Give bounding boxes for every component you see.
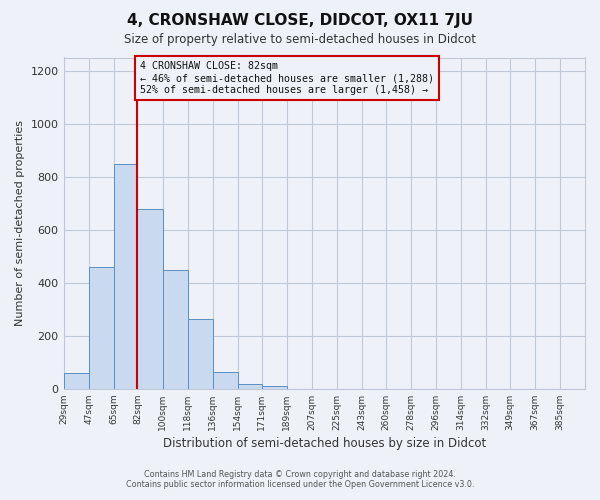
Bar xyxy=(137,208,163,389)
Bar xyxy=(64,373,89,389)
Y-axis label: Number of semi-detached properties: Number of semi-detached properties xyxy=(15,120,25,326)
Text: Size of property relative to semi-detached houses in Didcot: Size of property relative to semi-detach… xyxy=(124,32,476,46)
Bar xyxy=(114,164,137,389)
Bar xyxy=(262,386,287,389)
Bar xyxy=(163,270,188,389)
Text: Contains HM Land Registry data © Crown copyright and database right 2024.
Contai: Contains HM Land Registry data © Crown c… xyxy=(126,470,474,489)
Text: 4 CRONSHAW CLOSE: 82sqm
← 46% of semi-detached houses are smaller (1,288)
52% of: 4 CRONSHAW CLOSE: 82sqm ← 46% of semi-de… xyxy=(140,62,434,94)
Bar xyxy=(188,318,213,389)
Bar xyxy=(238,384,262,389)
Text: 4, CRONSHAW CLOSE, DIDCOT, OX11 7JU: 4, CRONSHAW CLOSE, DIDCOT, OX11 7JU xyxy=(127,12,473,28)
Bar xyxy=(89,267,114,389)
Bar xyxy=(213,372,238,389)
X-axis label: Distribution of semi-detached houses by size in Didcot: Distribution of semi-detached houses by … xyxy=(163,437,486,450)
